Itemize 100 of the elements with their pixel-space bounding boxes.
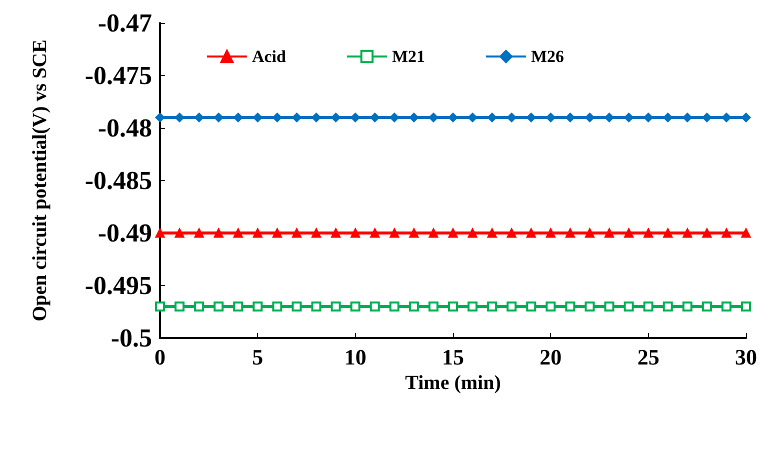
point (565, 228, 575, 238)
point (292, 302, 302, 312)
legend-label: M21 (392, 47, 425, 66)
point (428, 228, 438, 238)
point (174, 302, 185, 312)
point (624, 302, 634, 312)
point (331, 112, 341, 122)
point (252, 112, 262, 122)
point (526, 112, 536, 122)
point (663, 228, 673, 238)
point (311, 302, 322, 312)
point (194, 112, 204, 122)
point (662, 302, 673, 312)
point (702, 302, 712, 312)
point (682, 228, 692, 238)
point (350, 228, 360, 238)
point (721, 302, 732, 312)
point (194, 228, 204, 238)
point (468, 302, 478, 312)
point (155, 112, 165, 122)
point (506, 228, 516, 238)
point (272, 228, 282, 238)
point (370, 228, 380, 238)
point (584, 228, 594, 238)
point (741, 112, 751, 122)
legend-label: M26 (531, 47, 564, 66)
point (487, 228, 497, 238)
y-tick-label: -0.48 (98, 114, 152, 142)
x-tick-label: 0 (154, 344, 166, 370)
x-tick-label: 5 (252, 344, 264, 370)
point (174, 112, 184, 122)
point (702, 112, 712, 122)
point (214, 228, 224, 238)
point (390, 112, 400, 122)
point (312, 228, 322, 238)
x-tick-label: 25 (637, 344, 660, 370)
point (330, 302, 341, 312)
point (682, 302, 692, 312)
y-tick-label: -0.5 (110, 324, 152, 352)
point (487, 112, 497, 122)
point (272, 302, 282, 312)
point (741, 302, 751, 312)
point (702, 228, 712, 238)
point (468, 112, 478, 122)
point (722, 112, 732, 122)
legend-label: Acid (252, 47, 286, 66)
point (546, 112, 556, 122)
point (584, 302, 595, 312)
point (331, 228, 341, 238)
point (350, 302, 360, 312)
point (292, 112, 302, 122)
point (487, 302, 498, 312)
point (565, 112, 575, 122)
point (233, 302, 244, 312)
point (526, 302, 536, 312)
point (174, 228, 184, 238)
point (682, 112, 692, 122)
point (526, 228, 536, 238)
x-tick-label: 30 (735, 344, 757, 370)
point (741, 228, 751, 238)
point (428, 302, 438, 312)
point (252, 302, 263, 312)
point (389, 302, 400, 312)
y-tick-label: -0.475 (84, 61, 152, 90)
point (194, 302, 204, 312)
point (370, 112, 380, 122)
point (408, 302, 419, 312)
point (428, 112, 438, 122)
point (604, 112, 614, 122)
x-tick-label: 10 (344, 344, 366, 370)
point (506, 302, 517, 312)
point (155, 302, 165, 312)
point (624, 112, 634, 122)
point (233, 228, 243, 238)
x-tick-label: 20 (540, 344, 562, 370)
point (155, 228, 165, 238)
x-axis-title: Time (min) (405, 372, 501, 394)
point (252, 228, 262, 238)
point (448, 228, 458, 238)
y-tick-label: -0.485 (84, 166, 152, 195)
point (604, 228, 614, 238)
point (409, 112, 419, 122)
x-tick-label: 15 (442, 344, 464, 370)
point (448, 112, 458, 122)
point (214, 302, 224, 312)
point (233, 112, 243, 122)
point (546, 228, 556, 238)
point (644, 112, 654, 122)
point (390, 228, 400, 238)
point (565, 302, 576, 312)
point (584, 112, 594, 122)
point (604, 302, 614, 312)
point (546, 302, 556, 312)
point (722, 228, 732, 238)
point (663, 112, 673, 122)
point (624, 228, 634, 238)
point (292, 228, 302, 238)
y-axis-title: Open circuit potential(V) vs SCE (29, 40, 51, 322)
point (370, 302, 380, 312)
y-tick-label: -0.49 (98, 218, 152, 248)
